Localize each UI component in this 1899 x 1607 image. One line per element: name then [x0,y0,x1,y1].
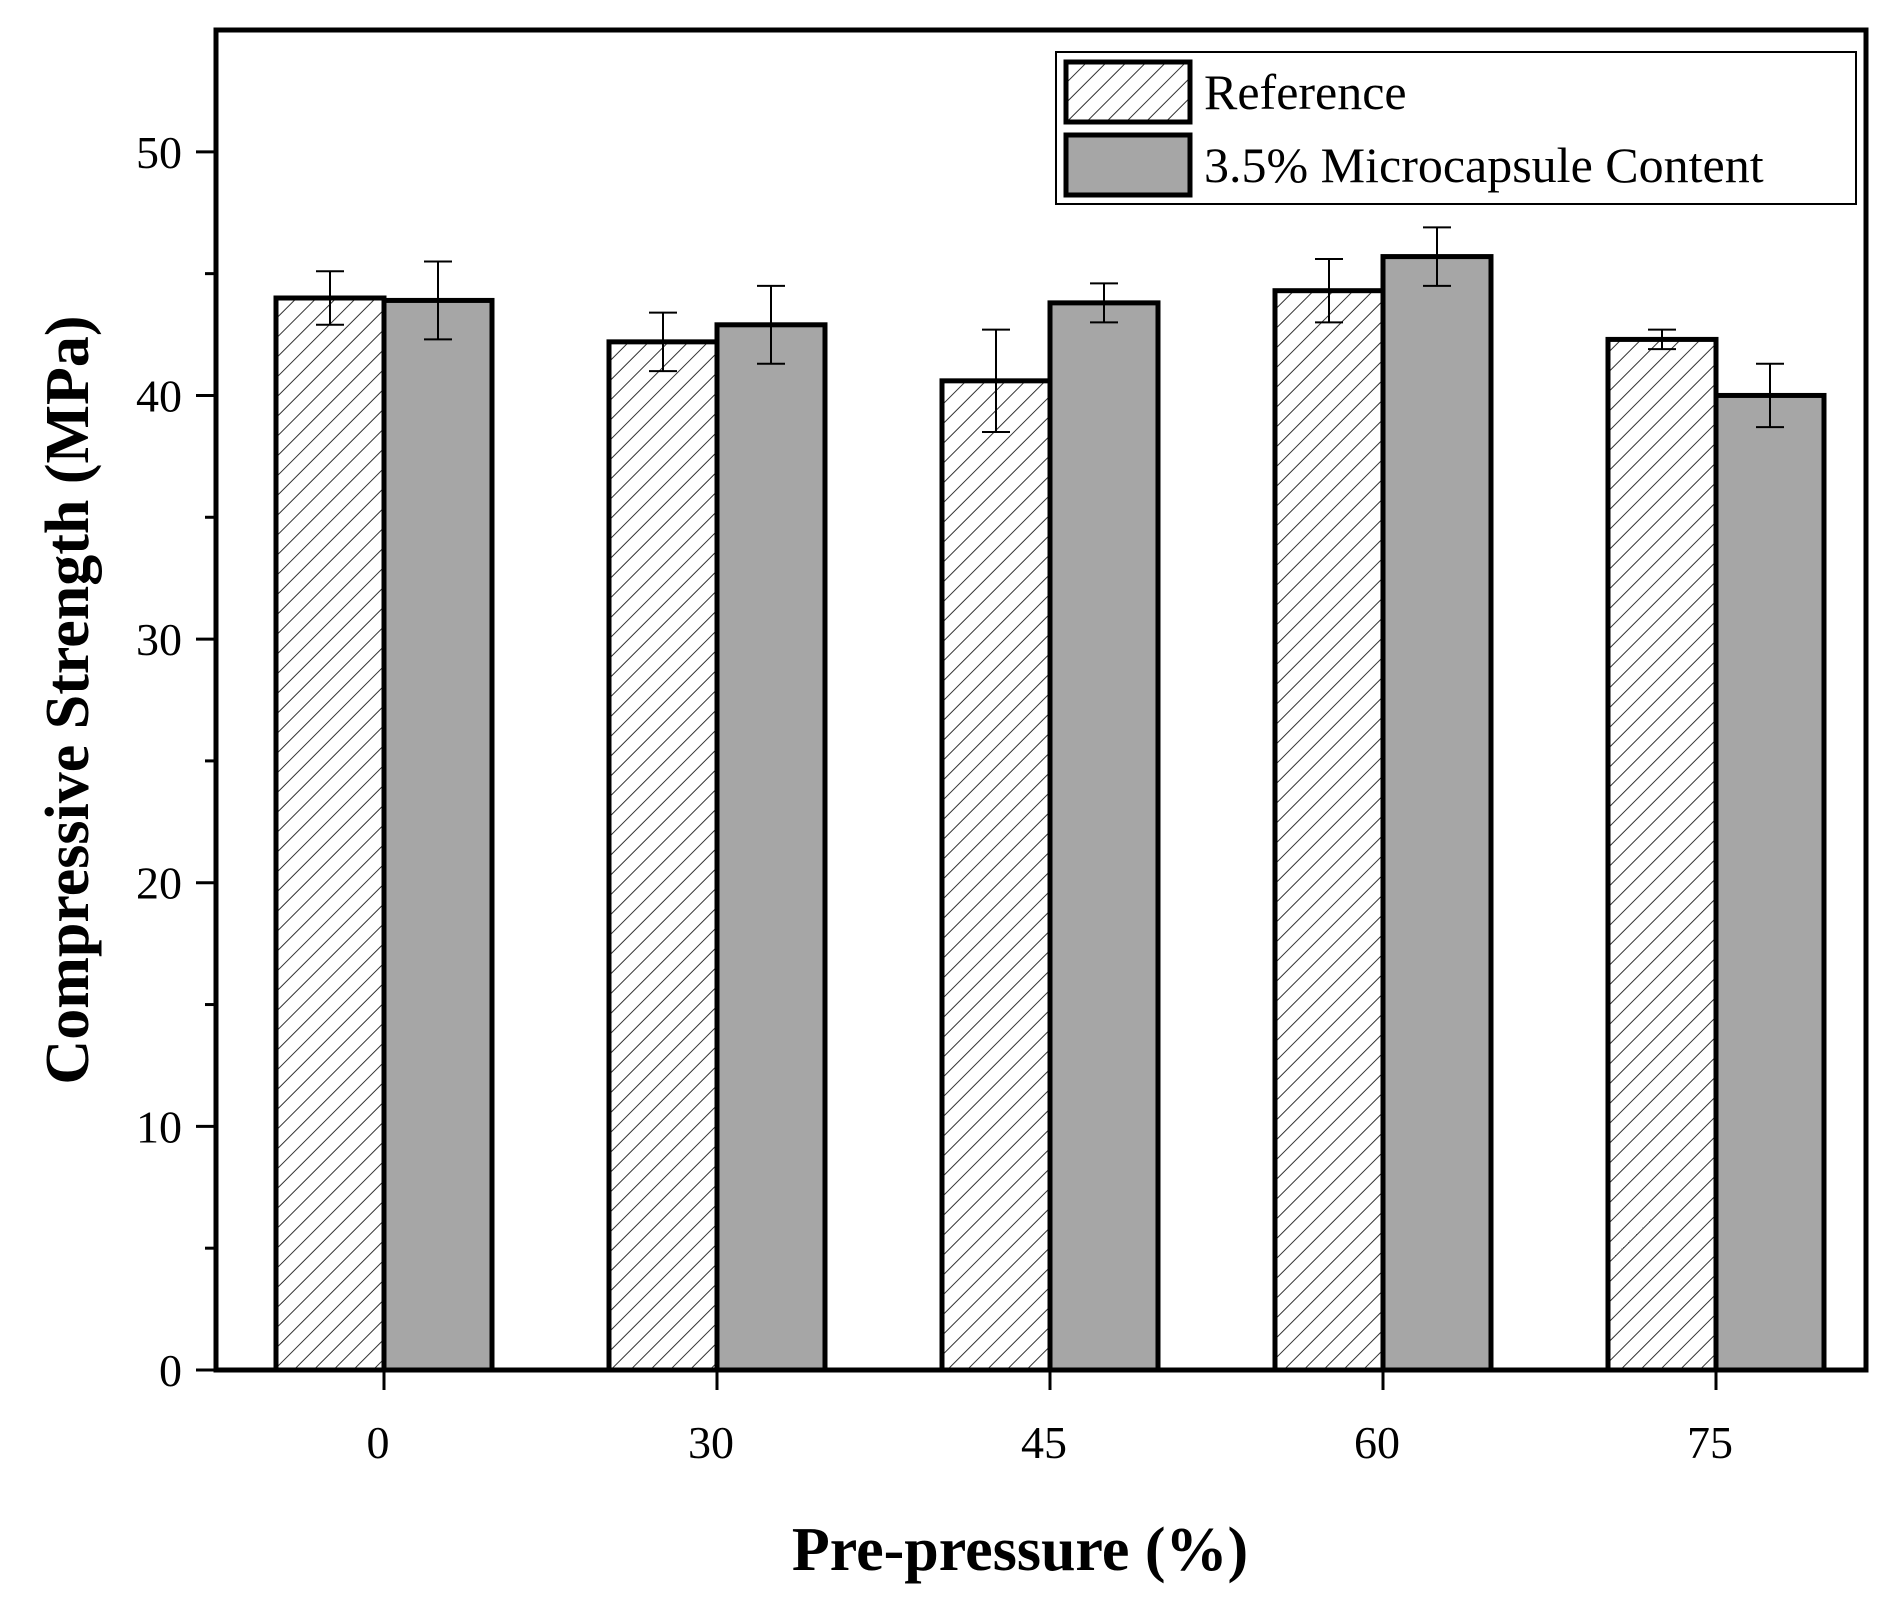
y-axis: 0 10 20 30 40 50 [136,127,216,1396]
legend-label-microcapsule: 3.5% Microcapsule Content [1204,137,1764,193]
error-bar-microcapsule-60 [1423,226,1451,287]
error-bar-microcapsule-75 [1756,362,1784,429]
plot-frame [213,27,1869,1373]
y-tick-label-40: 40 [136,370,182,421]
bar-microcapsule-75 [1713,392,1827,1373]
y-tick-label-0: 0 [159,1345,182,1396]
bar-microcapsule-0 [381,297,495,1373]
error-bar-microcapsule-0 [424,260,452,341]
x-tick-label-60: 60 [1354,1417,1400,1468]
y-axis-title: Compressive Strength (MPa) [34,315,102,1084]
x-axis-title: Pre-pressure (%) [792,1516,1248,1584]
legend-label-reference: Reference [1204,64,1407,120]
error-bar-microcapsule-30 [757,284,785,365]
x-axis: 0 30 45 60 75 [367,1370,1733,1468]
y-tick-label-30: 30 [136,614,182,665]
y-tick-label-20: 20 [136,858,182,909]
bar-reference-30 [606,339,720,1373]
error-bars-layer [316,226,1784,433]
x-tick-label-0: 0 [367,1417,390,1468]
bar-reference-0 [273,295,387,1373]
error-bar-reference-45 [982,328,1010,433]
error-bar-reference-30 [649,311,677,373]
bar-reference-45 [939,378,1053,1373]
error-bar-reference-60 [1315,258,1343,324]
x-tick-label-45: 45 [1021,1417,1067,1468]
legend-swatch-microcapsule [1063,132,1193,198]
error-bar-reference-0 [316,270,344,326]
bar-reference-60 [1272,288,1386,1373]
y-tick-label-50: 50 [136,127,182,178]
bars-layer [273,254,1827,1373]
error-bar-reference-75 [1648,328,1676,351]
error-bar-microcapsule-45 [1090,282,1118,324]
bar-microcapsule-45 [1047,300,1161,1373]
y-tick-label-10: 10 [136,1101,182,1152]
bar-reference-75 [1605,336,1719,1373]
bar-microcapsule-30 [714,322,828,1373]
x-tick-label-75: 75 [1687,1417,1733,1468]
legend-swatch-reference [1063,59,1193,125]
legend: Reference 3.5% Microcapsule Content [1055,51,1857,205]
x-tick-label-30: 30 [688,1417,734,1468]
bar-microcapsule-60 [1380,254,1494,1373]
